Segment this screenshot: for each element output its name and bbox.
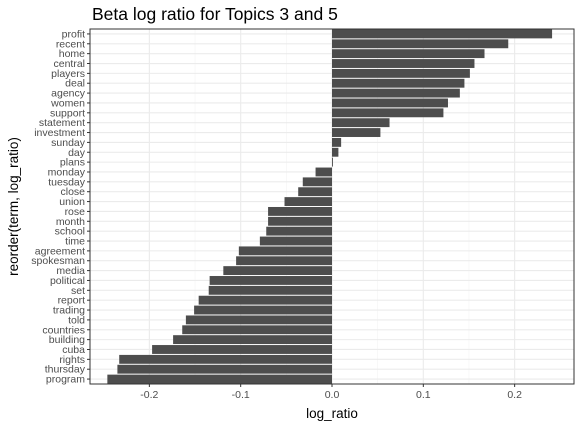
bar-spokesman	[236, 256, 332, 266]
bar-time	[259, 236, 332, 246]
y-tick-label: central	[53, 58, 85, 70]
bar-players	[332, 68, 470, 78]
bar-women	[332, 98, 448, 108]
y-tick-label: spokesman	[31, 255, 85, 267]
bar-sunday	[332, 137, 342, 147]
bar-program	[107, 374, 332, 384]
y-tick-label: profit	[62, 28, 85, 40]
bar-union	[284, 197, 332, 207]
bar-set	[208, 285, 332, 295]
y-tick-label: deal	[65, 78, 85, 90]
bar-trading	[194, 305, 332, 315]
bar-profit	[332, 29, 553, 39]
y-tick-label: building	[49, 334, 85, 346]
bar-school	[266, 226, 332, 236]
y-tick-label: told	[68, 314, 85, 326]
bar-report	[198, 295, 332, 305]
bar-tuesday	[302, 177, 332, 187]
y-tick-label: monday	[48, 166, 86, 178]
y-tick-label: month	[56, 216, 85, 228]
x-axis-title: log_ratio	[306, 406, 358, 421]
y-tick-label: political	[50, 275, 85, 287]
bar-rose	[268, 206, 332, 216]
bar-media	[223, 266, 332, 276]
x-tick-label: 0.1	[416, 389, 431, 401]
bar-month	[268, 216, 332, 226]
x-tick-label: 0.2	[507, 389, 522, 401]
y-tick-label: plans	[60, 157, 85, 169]
bar-close	[298, 187, 332, 197]
bar-thursday	[117, 364, 332, 374]
y-axis-title: reorder(term, log_ratio)	[6, 137, 21, 276]
y-tick-label: statement	[39, 117, 85, 129]
y-tick-label: trading	[53, 305, 85, 317]
y-tick-label: tuesday	[48, 176, 86, 188]
y-tick-label: home	[59, 48, 85, 60]
bar-plans	[332, 157, 333, 167]
bar-political	[209, 276, 332, 285]
bar-agreement	[238, 246, 332, 256]
bar-building	[173, 335, 332, 345]
bar-home	[332, 49, 485, 59]
y-tick-label: support	[50, 107, 85, 119]
y-tick-label: sunday	[51, 137, 86, 149]
bar-investment	[332, 128, 381, 137]
bar-statement	[332, 118, 390, 128]
bar-central	[332, 59, 475, 68]
bar-rights	[119, 354, 332, 364]
y-tick-label: time	[65, 236, 85, 248]
bar-recent	[332, 39, 509, 49]
y-tick-label: rights	[59, 354, 85, 366]
y-tick-label: union	[59, 196, 85, 208]
bar-monday	[315, 167, 332, 177]
bar-day	[332, 147, 339, 157]
y-tick-label: program	[46, 374, 85, 386]
y-tick-label: agency	[51, 88, 86, 100]
bar-support	[332, 108, 444, 118]
y-tick-label: recent	[56, 38, 85, 50]
y-tick-label: investment	[34, 127, 85, 139]
y-tick-label: players	[51, 68, 85, 80]
bar-agency	[332, 88, 460, 98]
x-tick-label: -0.1	[232, 389, 250, 401]
y-tick-label: cuba	[62, 344, 85, 356]
y-tick-label: countries	[42, 324, 85, 336]
y-tick-label: rose	[65, 206, 86, 218]
y-tick-label: agreement	[35, 245, 85, 257]
y-tick-label: women	[50, 97, 85, 109]
bar-cuba	[152, 345, 332, 354]
bar-deal	[332, 78, 465, 88]
chart-title: Beta log ratio for Topics 3 and 5	[92, 4, 338, 24]
y-tick-label: set	[71, 285, 85, 297]
y-tick-label: close	[60, 186, 85, 198]
x-tick-label: 0.0	[325, 389, 340, 401]
y-tick-label: media	[56, 265, 85, 277]
y-tick-label: school	[55, 226, 85, 238]
bar-told	[185, 315, 332, 325]
bar-countries	[182, 325, 332, 335]
y-tick-label: thursday	[45, 364, 86, 376]
y-tick-label: report	[58, 295, 86, 307]
x-tick-label: -0.2	[140, 389, 158, 401]
y-tick-label: day	[68, 147, 86, 159]
